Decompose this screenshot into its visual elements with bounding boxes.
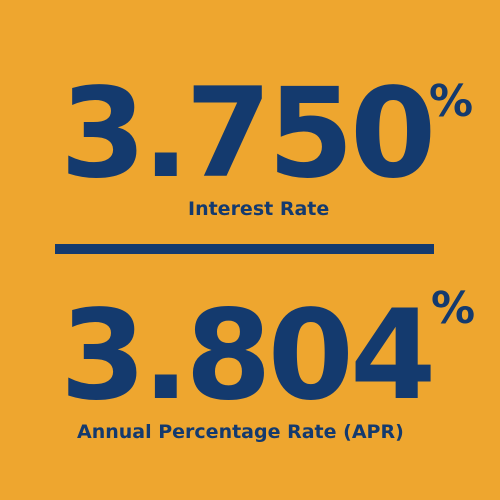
interest-rate-label: Interest Rate xyxy=(188,198,330,220)
apr-label: Annual Percentage Rate (APR) xyxy=(77,421,404,443)
interest-rate-value: 3.750 xyxy=(60,62,436,206)
apr-value: 3.804 xyxy=(60,284,436,428)
apr-percent-symbol: % xyxy=(431,283,476,334)
interest-rate-percent-symbol: % xyxy=(429,76,474,127)
divider-line xyxy=(55,244,434,254)
